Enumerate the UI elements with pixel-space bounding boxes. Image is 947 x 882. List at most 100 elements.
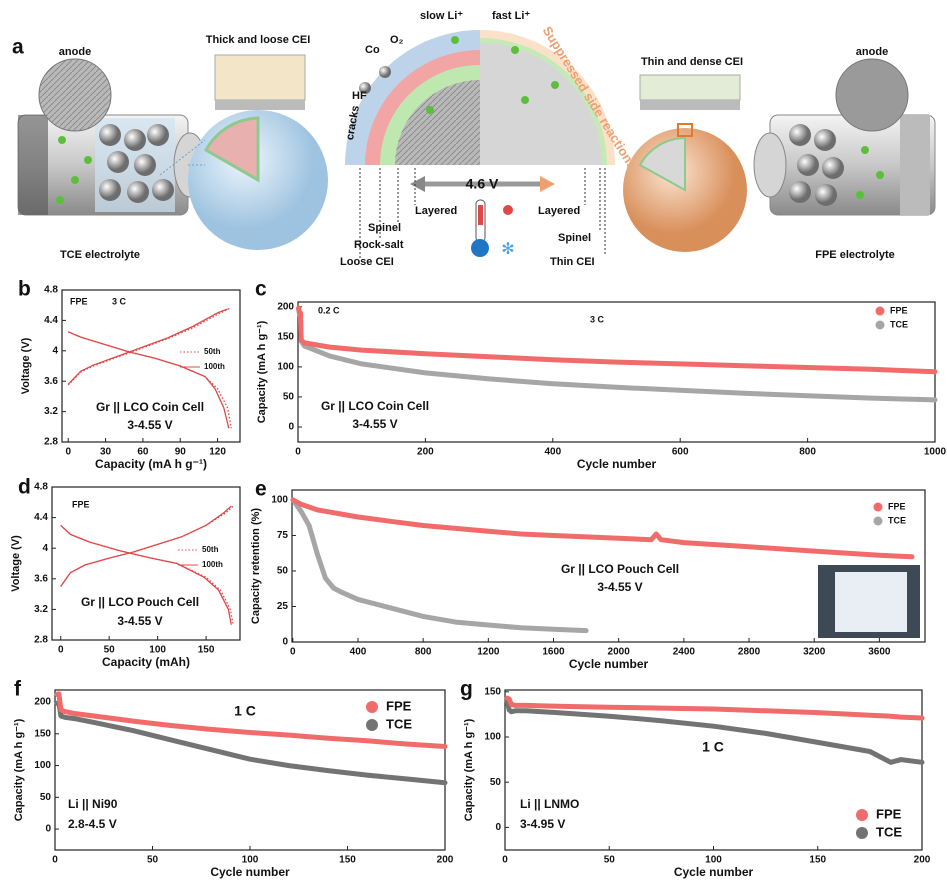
label: slow Li⁺ [420, 10, 463, 22]
label: Spinel [368, 222, 401, 234]
x-tick-label: 1600 [542, 647, 565, 658]
series-line [54, 691, 448, 749]
y-tick-label: 3.2 [44, 406, 58, 417]
y-axis-label: Capacity (mA h g⁻¹) [463, 718, 475, 821]
legend-label: FPE [888, 501, 906, 511]
panel-label: e [255, 478, 267, 501]
legend-marker [875, 320, 885, 330]
panel-label: c [255, 278, 267, 301]
y-axis-label: Capacity (mA h g⁻¹) [256, 320, 268, 423]
chart: g 0 50 100 150 200 0 50 100 150 Cycle number Capaci… [460, 678, 931, 880]
annotation: 1 C [702, 739, 724, 755]
curve [67, 308, 228, 385]
annotation: FPE [70, 296, 88, 306]
x-tick-label: 50 [104, 645, 116, 656]
legend-label: TCE [876, 824, 902, 839]
anode-layer [900, 115, 930, 215]
x-tick-label: 150 [809, 855, 826, 866]
panel-label: f [14, 678, 22, 701]
y-tick-label: 200 [34, 697, 51, 708]
byproducts [359, 66, 391, 94]
legend-marker [856, 809, 868, 821]
y-tick-label: 100 [484, 732, 501, 743]
annotation: 0.2 C [318, 305, 340, 315]
sun-icon [503, 205, 513, 215]
label: Co [365, 44, 380, 56]
curve [67, 331, 232, 429]
y-tick-label: 0 [495, 822, 501, 833]
y-tick-label: 0 [288, 422, 294, 433]
x-tick-label: 100 [149, 645, 166, 656]
arrow-head [540, 176, 555, 192]
label: anode [59, 46, 91, 58]
x-tick-label: 0 [65, 447, 71, 458]
x-tick-label: 3200 [803, 647, 826, 658]
chart: b 0 30 60 90 120 2.8 3.2 3.6 4 4.4 4.8 Capacity (mA … [18, 278, 241, 471]
pointers [359, 168, 606, 258]
series-line [54, 700, 448, 786]
x-tick-label: 60 [137, 447, 149, 458]
curve [60, 505, 232, 587]
x-tick-label: 30 [100, 447, 112, 458]
y-tick-label: 4 [52, 345, 58, 356]
x-tick-label: 200 [417, 447, 434, 458]
y-tick-label: 100 [277, 362, 294, 373]
x-tick-label: 400 [544, 447, 561, 458]
cei-layer [639, 74, 741, 101]
y-tick-label: 200 [277, 301, 294, 312]
panel-label: b [18, 278, 31, 301]
label: TCE electrolyte [60, 249, 140, 261]
x-tick-label: 400 [350, 647, 367, 658]
anode-image [835, 58, 909, 132]
arrow-head [410, 176, 425, 192]
thermometer-fill [478, 205, 483, 225]
plot-frame [291, 489, 926, 643]
y-tick-label: 50 [490, 777, 502, 788]
layered-core [395, 80, 480, 165]
cei-layer [214, 54, 306, 101]
annotation: FPE [72, 499, 90, 509]
y-tick-label: 4.8 [34, 482, 48, 493]
y-tick-label: 100 [271, 495, 288, 506]
chart: f 0 50 100 150 200 0 50 100 150 200 Cycle number Cap… [13, 678, 454, 880]
anode-image [38, 58, 112, 132]
x-axis-label: Capacity (mA h g⁻¹) [95, 457, 207, 471]
label: 4.6 V [466, 176, 499, 192]
y-tick-label: 50 [283, 392, 295, 403]
annotation: 3-4.55 V [352, 417, 397, 431]
x-tick-label: 0 [58, 645, 64, 656]
y-tick-label: 2.8 [34, 635, 48, 646]
legend-marker [856, 827, 868, 839]
y-tick-label: 25 [277, 601, 289, 612]
snow-icon: ✻ [501, 241, 514, 258]
y-tick-label: 4.4 [44, 315, 58, 326]
annotation: 2.8-4.5 V [68, 817, 117, 831]
label: Rock-salt [354, 239, 404, 251]
curve [60, 524, 232, 625]
zoom-box [677, 123, 693, 137]
charts: b 0 30 60 90 120 2.8 3.2 3.6 4 4.4 4.8 Capacity (mA … [10, 278, 947, 880]
label: Thin and dense CEI [641, 56, 743, 68]
series-line [504, 698, 925, 765]
annotation: Gr || LCO Coin Cell [96, 400, 204, 414]
x-tick-label: 2400 [673, 647, 696, 658]
x-tick-label: 1200 [477, 647, 500, 658]
y-axis-label: Voltage (V) [20, 337, 32, 394]
label: HF [352, 90, 367, 102]
y-axis-label: Capacity (mA h g⁻¹) [13, 718, 25, 821]
x-tick-label: 100 [705, 855, 722, 866]
legend-marker [366, 701, 378, 713]
legend-marker [875, 306, 885, 316]
y-tick-label: 50 [277, 566, 289, 577]
x-axis-label: Cycle number [210, 865, 290, 879]
annotation: Gr || LCO Pouch Cell [81, 595, 199, 609]
panel-label: a [12, 36, 24, 59]
li-ions [856, 146, 884, 199]
y-axis-label: Voltage (V) [10, 535, 22, 592]
x-tick-label: 600 [672, 447, 689, 458]
y-tick-label: 3.6 [44, 376, 58, 387]
legend-label: 100th [202, 560, 223, 569]
annotation: 3-4.95 V [520, 817, 565, 831]
series-line [290, 497, 915, 560]
